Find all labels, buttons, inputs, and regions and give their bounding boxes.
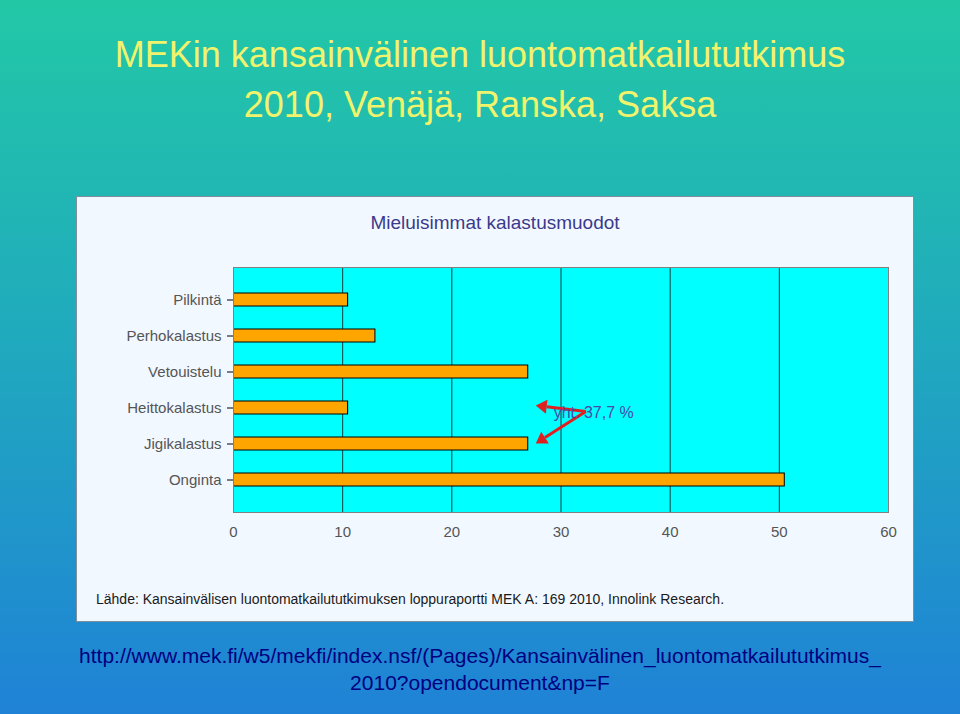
svg-text:50: 50: [771, 523, 788, 540]
html-text:http://www.mek.fi/w5/mekfi/ind: http://www.mek.fi/w5/mekfi/index.nsf/(Pa…: [79, 644, 881, 667]
svg-text:20: 20: [443, 523, 460, 540]
svg-text:10: 10: [334, 523, 351, 540]
html-text:Mieluisimmat kalastusmuodot: Mieluisimmat kalastusmuodot: [370, 212, 620, 233]
svg-text:Heittokalastus: Heittokalastus: [127, 399, 221, 416]
svg-text:60: 60: [880, 523, 897, 540]
html-text:Lähde: Kansainvälisen luontoma: Lähde: Kansainvälisen luontomatkailututk…: [96, 591, 724, 607]
svg-text:30: 30: [553, 523, 570, 540]
svg-text:Jigikalastus: Jigikalastus: [144, 435, 222, 452]
svg-text:Onginta: Onginta: [169, 471, 222, 488]
html-text:2010?opendocument&np=F: 2010?opendocument&np=F: [350, 671, 610, 694]
svg-text:Vetouistelu: Vetouistelu: [148, 363, 221, 380]
svg-text:Perhokalastus: Perhokalastus: [126, 327, 221, 344]
svg-text:0: 0: [229, 523, 237, 540]
svg-text:yht. 37,7 %: yht. 37,7 %: [554, 404, 634, 421]
svg-text:40: 40: [662, 523, 679, 540]
html-text:MEKin kansainvälinen luontomat: MEKin kansainvälinen luontomatkailututki…: [114, 34, 846, 75]
html-text:2010, Venäjä, Ranska, Saksa: 2010, Venäjä, Ranska, Saksa: [243, 84, 717, 125]
svg-text:Pilkintä: Pilkintä: [173, 291, 222, 308]
